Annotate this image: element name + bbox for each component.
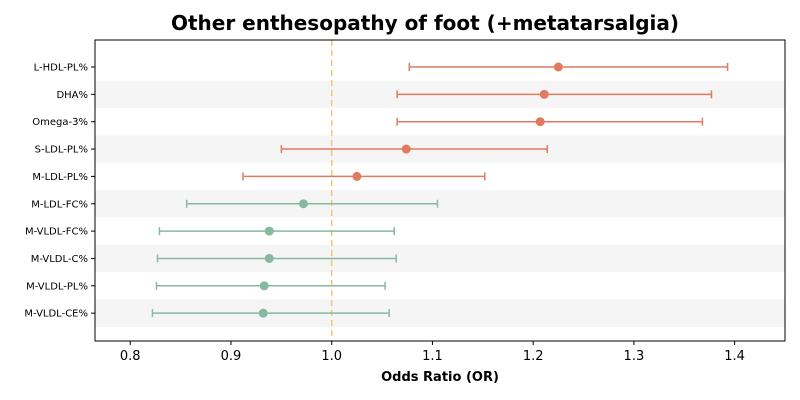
- or-point: [264, 226, 274, 236]
- or-point: [299, 199, 309, 209]
- forest-row: [151, 308, 390, 318]
- x-tick-label: 1.3: [624, 349, 645, 364]
- forest-row: [156, 253, 397, 263]
- or-point: [535, 117, 545, 127]
- plot-marks: [151, 62, 729, 318]
- forest-row: [280, 144, 549, 154]
- forest-row: [155, 281, 386, 291]
- x-tick-label: 0.9: [221, 349, 242, 364]
- forest-row: [185, 199, 439, 209]
- forest-row: [158, 226, 395, 236]
- x-tick-label: 1.4: [724, 349, 745, 364]
- plot-frame: [94, 39, 786, 342]
- or-point: [352, 171, 362, 181]
- y-tick-label: M-VLDL-C%: [31, 254, 88, 265]
- or-point: [401, 144, 411, 154]
- x-tick-label: 1.1: [422, 349, 443, 364]
- x-tick-label: 1.2: [523, 349, 544, 364]
- or-point: [258, 308, 268, 318]
- forest-row: [396, 117, 704, 127]
- y-tick-label: M-VLDL-FC%: [25, 227, 88, 238]
- y-tick-label: M-VLDL-CE%: [24, 309, 88, 320]
- y-tick-label: L-HDL-PL%: [34, 63, 88, 74]
- y-tick-label: S-LDL-PL%: [35, 145, 88, 156]
- or-point: [259, 281, 269, 291]
- or-point: [553, 62, 563, 72]
- x-axis: 0.8 0.9 1.0 1.1 1.2 1.3 1.4: [120, 341, 745, 364]
- y-tick-label: M-VLDL-PL%: [26, 281, 88, 292]
- x-tick-label: 1.0: [321, 349, 342, 364]
- or-point: [264, 253, 274, 263]
- y-tick-label: DHA%: [56, 90, 88, 101]
- forest-row: [408, 62, 729, 72]
- y-tick-label: M-LDL-FC%: [31, 199, 88, 210]
- or-point: [539, 89, 549, 99]
- x-tick-label: 0.8: [120, 349, 141, 364]
- forest-row: [396, 89, 713, 99]
- chart-title: Other enthesopathy of foot (+metatarsalg…: [171, 11, 679, 35]
- forest-row: [242, 171, 486, 181]
- y-tick-label: Omega-3%: [32, 117, 88, 128]
- y-axis: L-HDL-PL% DHA% Omega-3% S-LDL-PL% M-LDL-PL% M…: [24, 63, 95, 320]
- x-axis-label: Odds Ratio (OR): [381, 370, 499, 385]
- y-tick-label: M-LDL-PL%: [32, 172, 88, 183]
